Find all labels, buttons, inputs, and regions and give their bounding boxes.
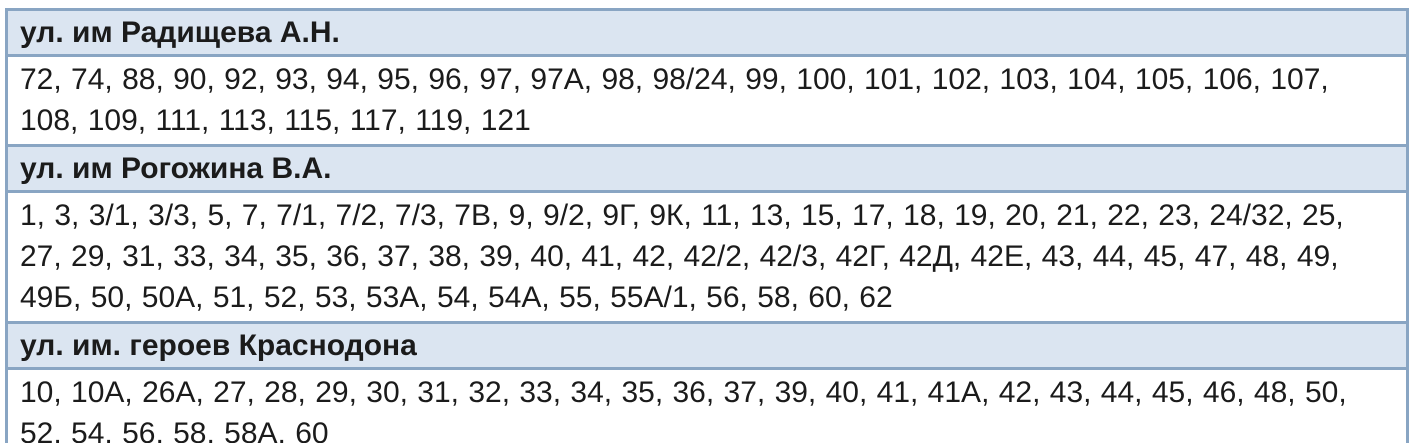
house-numbers-rogozhina: 1, 3, 3/1, 3/3, 5, 7, 7/1, 7/2, 7/3, 7В,… [8, 193, 1406, 324]
street-header-geroev-krasnodona: ул. им. героев Краснодона [8, 324, 1406, 370]
street-header-rogozhina: ул. им Рогожина В.А. [8, 147, 1406, 193]
house-numbers-radishcheva: 72, 74, 88, 90, 92, 93, 94, 95, 96, 97, … [8, 57, 1406, 147]
house-numbers-geroev-krasnodona: 10, 10А, 26А, 27, 28, 29, 30, 31, 32, 33… [8, 370, 1406, 443]
street-header-radishcheva: ул. им Радищева А.Н. [8, 11, 1406, 57]
street-house-table: ул. им Радищева А.Н. 72, 74, 88, 90, 92,… [5, 8, 1409, 443]
